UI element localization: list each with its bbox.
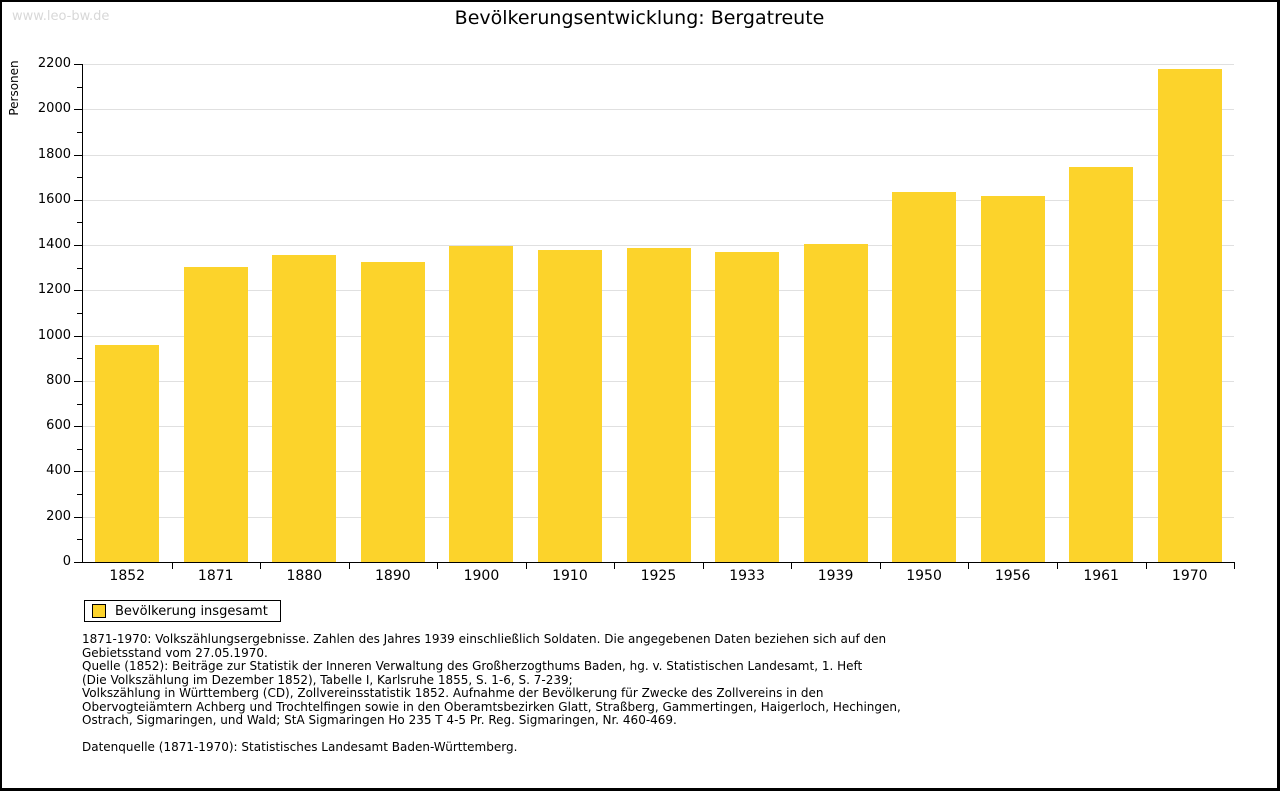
gridline bbox=[83, 155, 1234, 156]
y-axis-major-tick bbox=[74, 64, 82, 65]
bar-1961 bbox=[1069, 167, 1134, 562]
footnote-line: Quelle (1852): Beiträge zur Statistik de… bbox=[82, 659, 863, 673]
legend-label: Bevölkerung insgesamt bbox=[115, 603, 268, 619]
y-axis-minor-tick bbox=[77, 222, 82, 223]
y-axis-major-tick bbox=[74, 471, 82, 472]
x-axis-tick-label: 1852 bbox=[109, 568, 146, 584]
y-axis-minor-tick bbox=[77, 358, 82, 359]
y-axis-major-tick bbox=[74, 336, 82, 337]
plot-area: 0 200 400 600 800 1000 1200 1400 1600 1800 2000 220… bbox=[38, 56, 1235, 584]
y-axis-tick-label: 2200 bbox=[37, 56, 71, 71]
bar-1900 bbox=[449, 246, 514, 562]
x-axis-tick-label: 1950 bbox=[906, 568, 942, 584]
y-axis-major-tick bbox=[74, 245, 82, 246]
x-axis-tick-label: 1880 bbox=[286, 568, 323, 584]
bar-1871 bbox=[183, 267, 248, 562]
x-axis-tick-label: 1961 bbox=[1083, 568, 1119, 584]
y-axis-major-tick bbox=[74, 517, 82, 518]
x-axis-tick-label: 1925 bbox=[640, 568, 677, 584]
legend-swatch-icon bbox=[92, 604, 106, 618]
y-axis-minor-tick bbox=[77, 132, 82, 133]
y-axis-tick-label: 800 bbox=[46, 373, 71, 388]
x-axis-tick bbox=[437, 562, 439, 569]
x-axis-tick bbox=[791, 562, 793, 569]
x-axis-tick-label: 1933 bbox=[729, 568, 765, 584]
legend-box: Bevölkerung insgesamt bbox=[84, 600, 281, 622]
x-axis-tick-label: 1956 bbox=[994, 568, 1031, 584]
y-axis-label: Personen bbox=[7, 60, 21, 116]
x-axis-tick-label: 1871 bbox=[197, 568, 234, 584]
bar-1956 bbox=[980, 196, 1045, 562]
bar-1910 bbox=[538, 250, 602, 562]
x-axis-tick bbox=[702, 562, 704, 569]
y-axis-tick-label: 0 bbox=[62, 554, 71, 569]
footnote-line: Obervogteiämtern Achberg und Trochtelfin… bbox=[82, 699, 901, 714]
y-axis-tick-label: 1400 bbox=[37, 237, 71, 252]
y-axis-minor-tick bbox=[77, 404, 82, 405]
x-axis-tick-label: 1900 bbox=[463, 568, 500, 584]
y-axis-minor-tick bbox=[77, 539, 82, 540]
x-axis-tick-label: 1910 bbox=[552, 568, 588, 584]
bar-1933 bbox=[715, 252, 779, 562]
x-axis-tick bbox=[1145, 562, 1147, 569]
x-axis-tick bbox=[525, 562, 527, 569]
gridline bbox=[83, 200, 1234, 201]
footnote-line: Gebietsstand vom 27.05.1970. bbox=[82, 645, 268, 660]
y-axis-major-tick bbox=[74, 290, 82, 291]
y-axis-major-tick bbox=[74, 426, 82, 427]
x-axis-tick bbox=[348, 562, 350, 569]
y-axis-major-tick bbox=[74, 155, 82, 156]
bar-1950 bbox=[892, 192, 957, 562]
footnotes: 1871-1970: Volkszählungsergebnisse. Zahl… bbox=[82, 632, 901, 728]
y-axis-minor-tick bbox=[77, 87, 82, 88]
y-axis-minor-tick bbox=[77, 494, 82, 495]
watermark: www.leo-bw.de bbox=[12, 9, 110, 24]
y-axis-tick-label: 1600 bbox=[37, 192, 71, 207]
x-axis-tick bbox=[1234, 562, 1235, 569]
footnote-line: 1871-1970: Volkszählungsergebnisse. Zahl… bbox=[82, 632, 887, 646]
footnote-line: Volkszählung in Württemberg (CD), Zollve… bbox=[82, 686, 824, 700]
bar-1925 bbox=[626, 248, 691, 562]
bar-1890 bbox=[360, 262, 425, 562]
y-axis-minor-tick bbox=[77, 449, 82, 450]
chart-title: Bevölkerungsentwicklung: Bergatreute bbox=[454, 7, 825, 29]
y-axis-tick-label: 1200 bbox=[37, 282, 71, 297]
y-axis-minor-tick bbox=[77, 268, 82, 269]
gridline bbox=[83, 245, 1234, 246]
bar-1970 bbox=[1157, 69, 1222, 562]
x-axis-tick-label: 1970 bbox=[1171, 568, 1208, 584]
gridline bbox=[83, 109, 1234, 110]
y-axis-tick-label: 200 bbox=[46, 509, 71, 524]
bar-1939 bbox=[803, 244, 868, 562]
y-axis-minor-tick bbox=[77, 177, 82, 178]
footnote-line: (Die Volkszählung im Dezember 1852), Tab… bbox=[82, 672, 573, 687]
y-axis-tick-label: 400 bbox=[46, 463, 71, 478]
y-axis-minor-tick bbox=[77, 313, 82, 314]
datasource-line: Datenquelle (1871-1970): Statistisches L… bbox=[82, 740, 518, 754]
bar-1880 bbox=[272, 255, 337, 562]
x-axis-tick-label: 1890 bbox=[375, 568, 411, 584]
x-axis-tick bbox=[260, 562, 262, 569]
y-axis-tick-label: 2000 bbox=[37, 101, 71, 116]
y-axis-major-tick bbox=[74, 381, 82, 382]
x-axis-tick bbox=[614, 562, 616, 569]
x-axis-tick bbox=[968, 562, 970, 569]
footnote-line: Ostrach, Sigmaringen, und Wald; StA Sigm… bbox=[82, 713, 677, 727]
y-axis-major-tick bbox=[74, 200, 82, 201]
y-axis-tick-label: 1000 bbox=[37, 328, 71, 343]
x-axis-tick bbox=[879, 562, 881, 569]
x-axis-tick bbox=[1056, 562, 1058, 569]
y-axis-tick-label: 1800 bbox=[37, 147, 71, 162]
y-axis-tick-label: 600 bbox=[46, 418, 71, 433]
y-axis-major-tick bbox=[74, 562, 82, 563]
x-axis-tick bbox=[171, 562, 173, 569]
y-axis-major-tick bbox=[74, 109, 82, 110]
bar-1852 bbox=[95, 345, 160, 562]
gridline bbox=[83, 64, 1234, 65]
x-axis-tick-label: 1939 bbox=[817, 568, 854, 584]
